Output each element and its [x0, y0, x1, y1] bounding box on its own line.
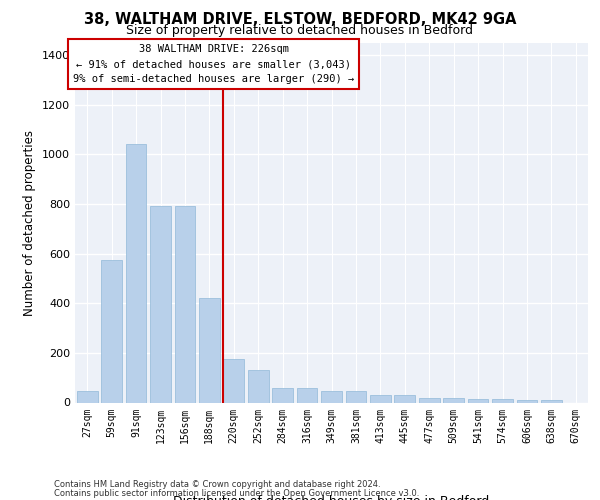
Text: Contains HM Land Registry data © Crown copyright and database right 2024.: Contains HM Land Registry data © Crown c…: [54, 480, 380, 489]
Bar: [175, 206, 196, 402]
Bar: [248, 370, 269, 402]
Bar: [150, 206, 171, 402]
X-axis label: Distribution of detached houses by size in Bedford: Distribution of detached houses by size …: [173, 496, 490, 500]
Bar: [394, 395, 415, 402]
Bar: [419, 398, 440, 402]
Bar: [346, 392, 367, 402]
Bar: [541, 400, 562, 402]
Bar: [443, 398, 464, 402]
Bar: [370, 395, 391, 402]
Bar: [296, 388, 317, 402]
Y-axis label: Number of detached properties: Number of detached properties: [23, 130, 37, 316]
Bar: [467, 399, 488, 402]
Text: 38, WALTHAM DRIVE, ELSTOW, BEDFORD, MK42 9GA: 38, WALTHAM DRIVE, ELSTOW, BEDFORD, MK42…: [84, 12, 516, 28]
Text: Size of property relative to detached houses in Bedford: Size of property relative to detached ho…: [127, 24, 473, 37]
Bar: [223, 359, 244, 403]
Bar: [77, 392, 98, 402]
Bar: [517, 400, 538, 402]
Bar: [125, 144, 146, 402]
Bar: [321, 392, 342, 402]
Text: 38 WALTHAM DRIVE: 226sqm
← 91% of detached houses are smaller (3,043)
9% of semi: 38 WALTHAM DRIVE: 226sqm ← 91% of detach…: [73, 44, 354, 84]
Bar: [101, 260, 122, 402]
Bar: [199, 298, 220, 403]
Bar: [492, 399, 513, 402]
Text: Contains public sector information licensed under the Open Government Licence v3: Contains public sector information licen…: [54, 488, 419, 498]
Bar: [272, 388, 293, 402]
